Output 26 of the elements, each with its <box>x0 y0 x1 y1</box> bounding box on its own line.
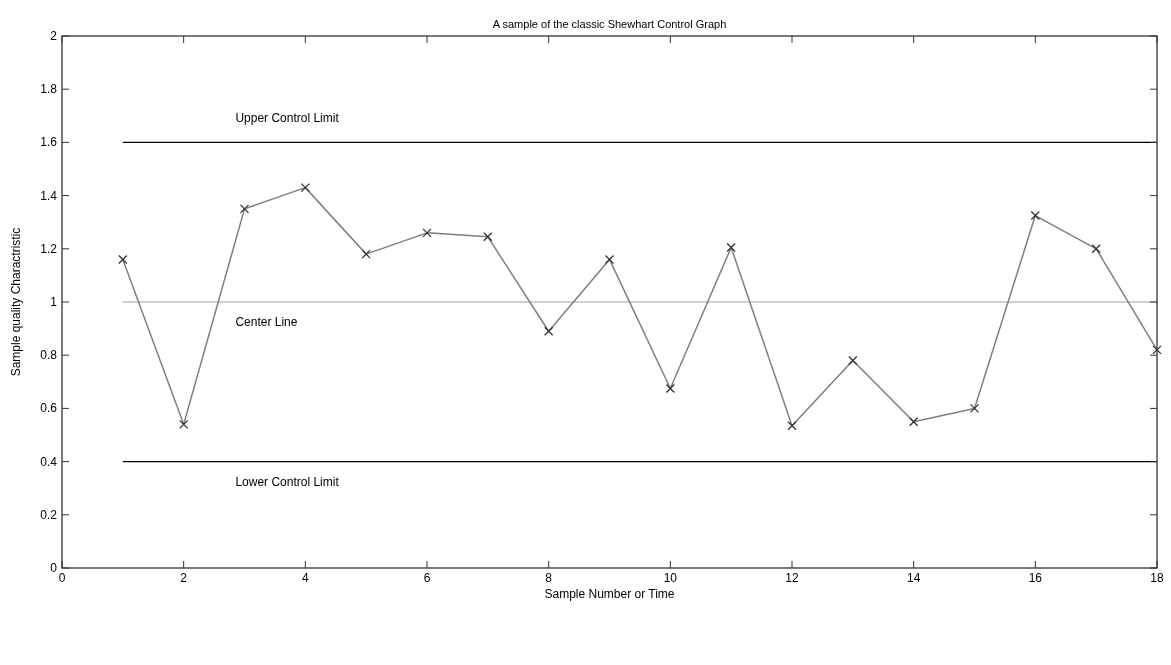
x-axis-title: Sample Number or Time <box>544 587 675 601</box>
x-tick-label: 2 <box>180 571 188 585</box>
x-tick-label: 6 <box>423 571 431 585</box>
y-tick-label: 0.4 <box>40 454 58 469</box>
y-tick-label: 0.2 <box>40 507 58 522</box>
x-tick-label: 12 <box>785 571 799 585</box>
x-tick-label: 10 <box>663 571 678 585</box>
x-tick-label: 16 <box>1028 571 1043 585</box>
y-tick-label: 1.4 <box>40 188 58 203</box>
ref-line-label: Upper Control Limit <box>235 111 340 126</box>
y-tick-label: 1.2 <box>40 241 58 256</box>
y-tick-label: 1 <box>50 295 58 309</box>
ref-line-label: Lower Control Limit <box>235 474 340 489</box>
chart-title: A sample of the classic Shewhart Control Graph <box>492 18 727 30</box>
y-tick-label: 2 <box>50 29 58 43</box>
y-tick-label: 0 <box>50 561 58 575</box>
y-tick-label: 1.8 <box>40 82 58 97</box>
y-axis-title: Sample quality Charactristic <box>9 227 23 377</box>
x-tick-label: 4 <box>301 571 309 585</box>
y-tick-label: 0.6 <box>40 401 58 416</box>
y-tick-label: 1.6 <box>40 135 58 150</box>
x-tick-label: 8 <box>545 571 553 585</box>
ref-line-label: Center Line <box>235 315 298 329</box>
x-tick-label: 14 <box>906 571 921 585</box>
y-tick-label: 0.8 <box>40 348 58 363</box>
x-tick-label: 18 <box>1150 571 1164 585</box>
